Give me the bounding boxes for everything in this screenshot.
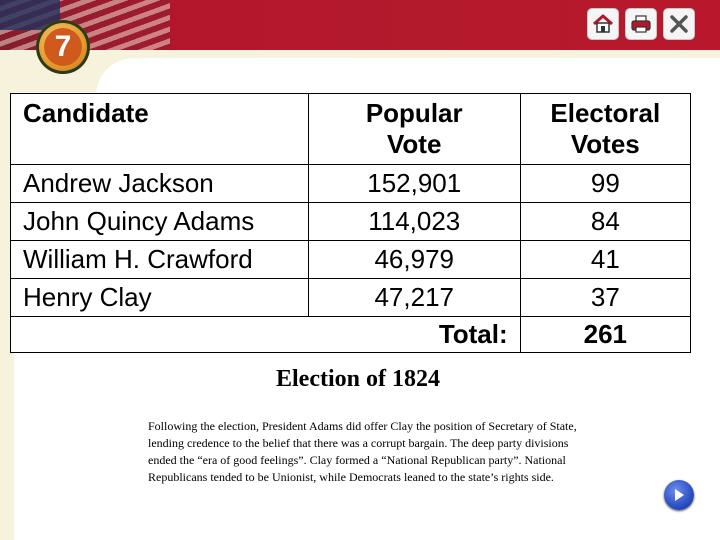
total-label: Total:: [10, 316, 521, 353]
table-header-row: Candidate Popular Vote Electoral Votes: [10, 93, 692, 165]
popular-vote-cell: 46,979: [307, 240, 521, 279]
table-row: William H. Crawford 46,979 41: [10, 240, 692, 279]
body-paragraph: Following the election, President Adams …: [148, 419, 577, 484]
printer-icon[interactable]: [625, 8, 657, 40]
electoral-votes-cell: 37: [519, 278, 692, 317]
slide-caption: Election of 1824: [276, 366, 440, 392]
home-icon[interactable]: [587, 8, 619, 40]
header-electoral-votes-line2: Votes: [570, 129, 640, 159]
popular-vote-cell: 152,901: [307, 164, 521, 203]
chapter-badge: 7: [36, 20, 90, 74]
candidate-cell: John Quincy Adams: [10, 202, 309, 241]
election-results-table: Candidate Popular Vote Electoral Votes A…: [10, 93, 692, 353]
electoral-votes-cell: 99: [519, 164, 692, 203]
electoral-votes-cell: 84: [519, 202, 692, 241]
content-area-corner: [96, 58, 720, 98]
candidate-cell: Henry Clay: [10, 278, 309, 317]
table-row: Andrew Jackson 152,901 99: [10, 164, 692, 203]
header-popular-vote-line2: Vote: [387, 129, 442, 159]
play-next-icon: [675, 489, 684, 501]
next-slide-button[interactable]: [664, 480, 694, 510]
table-row: Henry Clay 47,217 37: [10, 278, 692, 317]
header-candidate: Candidate: [10, 93, 309, 165]
candidate-cell: Andrew Jackson: [10, 164, 309, 203]
candidate-cell: William H. Crawford: [10, 240, 309, 279]
table-total-row: Total: 261: [10, 316, 692, 353]
popular-vote-cell: 114,023: [307, 202, 521, 241]
popular-vote-cell: 47,217: [307, 278, 521, 317]
close-icon[interactable]: [663, 8, 695, 40]
header-popular-vote: Popular Vote: [307, 93, 521, 165]
header-electoral-votes-line1: Electoral: [550, 97, 661, 128]
total-value: 261: [519, 316, 692, 353]
electoral-votes-cell: 41: [519, 240, 692, 279]
header-popular-vote-line1: Popular: [365, 97, 463, 128]
table-row: John Quincy Adams 114,023 84: [10, 202, 692, 241]
header-electoral-votes: Electoral Votes: [519, 93, 692, 165]
chapter-number: 7: [44, 28, 82, 66]
